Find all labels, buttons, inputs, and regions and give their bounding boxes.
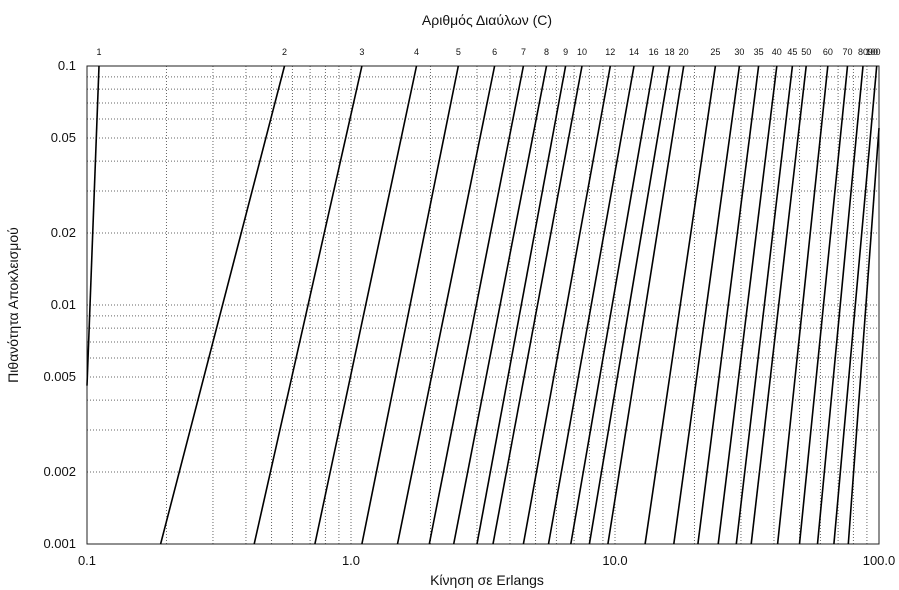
channel-label: 25	[710, 47, 720, 57]
erlang-curve	[735, 65, 794, 545]
erlang-curve	[361, 65, 460, 545]
erlang-curve	[798, 65, 849, 545]
erlang-curve	[522, 65, 612, 545]
channel-label: 30	[734, 47, 744, 57]
x-tick-label: 1.0	[342, 553, 360, 568]
channel-label: 100	[865, 47, 880, 57]
channel-label: 16	[649, 47, 659, 57]
erlang-curve	[396, 65, 496, 545]
channel-label: 7	[521, 47, 526, 57]
channel-labels: 1 2 3 4 5 6 7 8 9 10 12 14 16 18 20 25 30 35 40 45 50 60 70 80 9…	[96, 47, 880, 57]
erlang-curve	[673, 65, 741, 545]
channel-label: 8	[544, 47, 549, 57]
channel-label: 1	[96, 47, 101, 57]
channel-label: 18	[665, 47, 675, 57]
grid	[87, 66, 879, 544]
erlang-curve	[833, 65, 878, 545]
channel-label: 60	[823, 47, 833, 57]
x-tick-labels: 0.1 1.0 10.0 100.0	[78, 553, 895, 568]
erlang-curve	[492, 65, 583, 545]
erlang-curve	[476, 65, 567, 545]
erlang-curve	[314, 65, 418, 545]
y-tick-labels: 0.1 0.05 0.02 0.01 0.005 0.002 0.001	[43, 58, 76, 551]
plot-border	[86, 65, 880, 545]
channel-label: 2	[282, 47, 287, 57]
y-tick-label: 0.002	[43, 464, 76, 479]
erlang-curve	[428, 65, 525, 545]
erlang-curve	[697, 65, 760, 545]
channel-label: 35	[754, 47, 764, 57]
erlang-curve	[588, 65, 671, 545]
channel-label: 45	[787, 47, 797, 57]
y-axis-title: Πιθανότητα Αποκλεισμού	[5, 227, 21, 383]
channel-label: 9	[563, 47, 568, 57]
erlang-curve	[776, 65, 829, 545]
channel-label: 4	[414, 47, 419, 57]
channel-label: 20	[679, 47, 689, 57]
erlang-curve	[847, 128, 880, 545]
channel-label: 6	[492, 47, 497, 57]
channel-label: 3	[359, 47, 364, 57]
x-tick-label: 0.1	[78, 553, 96, 568]
x-tick-label: 10.0	[602, 553, 627, 568]
erlang-curve	[547, 65, 635, 545]
chart-title: Αριθμός Διαύλων (C)	[422, 12, 552, 28]
channel-label: 10	[577, 47, 587, 57]
channel-label: 12	[605, 47, 615, 57]
channel-label: 50	[801, 47, 811, 57]
erlang-curve	[607, 65, 685, 545]
channel-label: 5	[456, 47, 461, 57]
y-tick-label: 0.005	[43, 369, 76, 384]
y-tick-label: 0.02	[51, 225, 76, 240]
y-tick-label: 0.001	[43, 536, 76, 551]
erlang-curve	[816, 65, 864, 545]
erlang-curve	[644, 65, 717, 545]
channel-label: 70	[843, 47, 853, 57]
x-axis-title: Κίνηση σε Erlangs	[430, 572, 544, 588]
channel-label: 40	[772, 47, 782, 57]
erlang-curve	[750, 65, 807, 545]
erlang-curves	[86, 65, 880, 545]
erlang-curve	[159, 65, 286, 545]
erlang-curve	[452, 65, 548, 545]
y-tick-label: 0.01	[51, 297, 76, 312]
erlang-curve	[570, 65, 655, 545]
channel-label: 90	[868, 47, 878, 57]
plot-frame	[86, 65, 880, 545]
y-tick-label: 0.05	[51, 130, 76, 145]
erlang-curve	[717, 65, 778, 545]
erlang-curve	[253, 65, 363, 545]
x-tick-label: 100.0	[863, 553, 896, 568]
erlang-curve	[86, 65, 100, 386]
channel-label: 80	[858, 47, 868, 57]
y-tick-label: 0.1	[58, 58, 76, 73]
channel-label: 14	[629, 47, 639, 57]
